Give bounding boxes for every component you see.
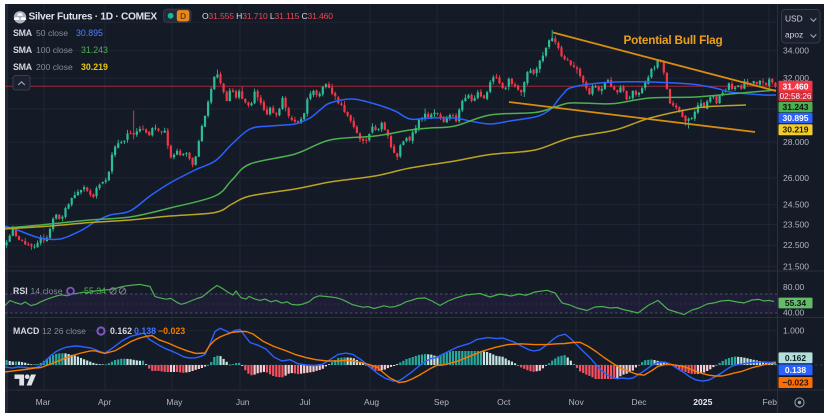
svg-text:02:58:26: 02:58:26 bbox=[780, 92, 812, 101]
svg-text:31.243: 31.243 bbox=[783, 102, 809, 112]
svg-text:100 close: 100 close bbox=[36, 45, 73, 55]
svg-text:30.895: 30.895 bbox=[783, 113, 809, 123]
svg-text:21.500: 21.500 bbox=[783, 262, 809, 272]
svg-text:Silver Futures · 1D · COMEX: Silver Futures · 1D · COMEX bbox=[29, 11, 158, 22]
svg-text:apoz: apoz bbox=[785, 29, 803, 39]
svg-text:30.895: 30.895 bbox=[76, 28, 103, 38]
svg-text:55.34: 55.34 bbox=[785, 298, 807, 308]
svg-text:Oct: Oct bbox=[497, 397, 511, 407]
svg-text:Dec: Dec bbox=[631, 397, 647, 407]
svg-text:Jul: Jul bbox=[299, 397, 310, 407]
svg-text:55.34: 55.34 bbox=[84, 286, 106, 296]
svg-text:SMA: SMA bbox=[13, 62, 33, 72]
svg-text:Apr: Apr bbox=[98, 397, 111, 407]
svg-text:2025: 2025 bbox=[693, 397, 712, 407]
svg-text:22.500: 22.500 bbox=[783, 240, 809, 250]
svg-text:USD: USD bbox=[785, 13, 803, 23]
svg-text:O31.555 H31.710 L31.115 C31.46: O31.555 H31.710 L31.115 C31.460 bbox=[202, 11, 333, 21]
svg-text:32.000: 32.000 bbox=[783, 73, 809, 83]
svg-text:23.500: 23.500 bbox=[783, 220, 809, 230]
svg-text:34.000: 34.000 bbox=[783, 46, 809, 56]
svg-text:Mar: Mar bbox=[36, 397, 51, 407]
svg-text:MACD: MACD bbox=[13, 326, 39, 336]
svg-text:May: May bbox=[166, 397, 183, 407]
svg-text:30.219: 30.219 bbox=[81, 62, 108, 72]
svg-text:24.500: 24.500 bbox=[783, 200, 809, 210]
svg-text:0.162: 0.162 bbox=[110, 326, 132, 336]
svg-text:−0.023: −0.023 bbox=[782, 378, 809, 388]
svg-text:50 close: 50 close bbox=[36, 28, 68, 38]
svg-text:SMA: SMA bbox=[13, 28, 33, 38]
svg-text:80.00: 80.00 bbox=[783, 282, 805, 292]
svg-text:40.00: 40.00 bbox=[783, 308, 805, 318]
svg-text:0.138: 0.138 bbox=[785, 365, 807, 375]
svg-text:Sep: Sep bbox=[434, 397, 449, 407]
svg-text:28.000: 28.000 bbox=[783, 137, 809, 147]
svg-text:12 26 close: 12 26 close bbox=[42, 326, 86, 336]
svg-text:Jun: Jun bbox=[236, 397, 250, 407]
svg-text:Nov: Nov bbox=[569, 397, 585, 407]
svg-text:31.243: 31.243 bbox=[81, 45, 108, 55]
svg-text:30.219: 30.219 bbox=[783, 125, 809, 135]
svg-text:Feb: Feb bbox=[762, 397, 777, 407]
svg-text:14 close: 14 close bbox=[31, 286, 63, 296]
svg-text:RSI: RSI bbox=[13, 286, 28, 296]
svg-text:D: D bbox=[180, 11, 186, 21]
svg-text:0.162: 0.162 bbox=[785, 353, 807, 363]
svg-text:0.138: 0.138 bbox=[134, 326, 156, 336]
svg-text:26.000: 26.000 bbox=[783, 173, 809, 183]
svg-text:Potential Bull Flag: Potential Bull Flag bbox=[623, 33, 722, 47]
svg-text:1.000: 1.000 bbox=[783, 326, 805, 336]
svg-text:SMA: SMA bbox=[13, 45, 33, 55]
svg-text:200 close: 200 close bbox=[36, 62, 73, 72]
svg-text:−0.023: −0.023 bbox=[158, 326, 185, 336]
svg-text:Aug: Aug bbox=[364, 397, 379, 407]
svg-text:31.460: 31.460 bbox=[783, 82, 809, 92]
